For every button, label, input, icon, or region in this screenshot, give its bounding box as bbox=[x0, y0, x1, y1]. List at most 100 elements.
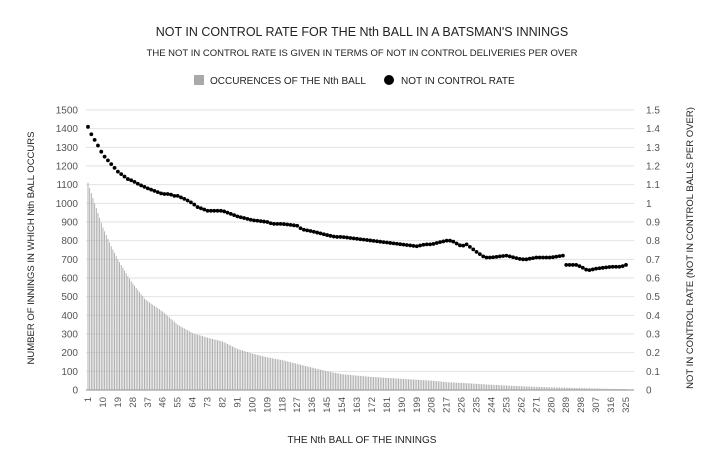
bar bbox=[144, 298, 145, 390]
rate-point bbox=[311, 229, 316, 234]
x-tick-label: 19 bbox=[113, 397, 124, 408]
rate-point bbox=[574, 263, 579, 267]
bar bbox=[261, 356, 263, 390]
bar bbox=[567, 387, 569, 390]
bar bbox=[207, 337, 209, 390]
y2-tick-label: 0.1 bbox=[646, 367, 660, 378]
bar bbox=[223, 342, 225, 390]
bar bbox=[471, 383, 473, 390]
x-tick-label: 208 bbox=[427, 397, 438, 413]
bar bbox=[545, 387, 547, 390]
rate-point bbox=[617, 264, 622, 269]
bar bbox=[459, 382, 461, 390]
bar bbox=[265, 356, 267, 390]
rate-point bbox=[461, 243, 466, 248]
x-tick-label: 127 bbox=[292, 397, 303, 413]
bar bbox=[220, 341, 222, 390]
bar bbox=[295, 363, 297, 390]
rate-point bbox=[361, 237, 366, 242]
y2-tick-label: 1.1 bbox=[646, 180, 660, 191]
rate-point bbox=[159, 191, 163, 196]
rate-point bbox=[109, 162, 114, 167]
y-tick-label: 1100 bbox=[56, 180, 78, 191]
rate-point bbox=[282, 222, 286, 226]
y-axis-label: NUMBER OF INNINGS IN WHICH Nth BALL OCCU… bbox=[26, 132, 37, 365]
bar bbox=[491, 384, 492, 390]
rate-point bbox=[497, 254, 502, 259]
rate-point bbox=[315, 230, 320, 235]
rate-point bbox=[255, 218, 260, 223]
bar bbox=[241, 350, 243, 390]
bar bbox=[492, 384, 494, 390]
bar bbox=[99, 217, 101, 390]
bar bbox=[127, 276, 129, 390]
bar bbox=[554, 387, 556, 390]
bar bbox=[358, 375, 360, 390]
bar bbox=[540, 387, 542, 390]
y2-tick-label: 0.5 bbox=[646, 292, 660, 303]
bar bbox=[129, 278, 130, 390]
rate-point bbox=[365, 238, 369, 242]
rate-point bbox=[487, 255, 492, 260]
bar bbox=[391, 378, 393, 390]
bar bbox=[344, 374, 346, 390]
bar bbox=[452, 382, 454, 390]
rate-point bbox=[564, 263, 569, 267]
bar bbox=[413, 379, 414, 390]
bar bbox=[112, 249, 114, 390]
bar bbox=[205, 337, 207, 390]
bar bbox=[446, 382, 448, 390]
y2-axis-label: NOT IN CONTROL RATE (NOT IN CONTROL BALL… bbox=[685, 107, 696, 389]
y2-tick-label: 1.3 bbox=[646, 143, 660, 154]
bar bbox=[361, 376, 363, 390]
bar bbox=[140, 294, 142, 390]
rate-point bbox=[288, 223, 293, 227]
bar bbox=[155, 307, 157, 390]
rate-point bbox=[262, 219, 266, 224]
bar bbox=[339, 373, 341, 390]
bar bbox=[165, 314, 167, 390]
bar bbox=[519, 386, 521, 390]
rate-point bbox=[464, 242, 469, 247]
y2-tick-label: 0.3 bbox=[646, 330, 660, 341]
bar bbox=[281, 360, 283, 390]
bar bbox=[333, 372, 335, 390]
rate-point bbox=[182, 196, 187, 201]
bar bbox=[107, 238, 109, 390]
bar bbox=[280, 359, 282, 390]
x-tick-label: 316 bbox=[606, 397, 617, 413]
bar bbox=[253, 354, 255, 390]
bar bbox=[150, 303, 152, 390]
legend: OCCURENCES OF THE Nth BALL NOT IN CONTRO… bbox=[194, 75, 515, 87]
y-tick-label: 600 bbox=[61, 274, 78, 285]
rate-point bbox=[189, 200, 193, 205]
bar bbox=[552, 387, 554, 390]
x-tick-label: 1 bbox=[83, 397, 94, 402]
rate-point bbox=[577, 264, 582, 269]
bar bbox=[462, 383, 464, 390]
bar bbox=[124, 270, 125, 390]
bar bbox=[298, 364, 300, 390]
y2-tick-label: 1.2 bbox=[646, 162, 660, 173]
bar bbox=[346, 374, 348, 390]
bar bbox=[182, 327, 184, 390]
rate-point bbox=[155, 190, 160, 195]
bar bbox=[243, 351, 245, 390]
bar bbox=[505, 385, 507, 390]
bar bbox=[467, 383, 469, 390]
y2-tick-label: 0 bbox=[646, 386, 652, 397]
bar bbox=[431, 380, 433, 390]
bar bbox=[163, 313, 165, 390]
bar bbox=[278, 359, 280, 390]
rate-point bbox=[139, 183, 144, 188]
x-tick-label: 82 bbox=[218, 397, 229, 408]
bar bbox=[605, 388, 607, 390]
rate-point bbox=[242, 216, 246, 220]
x-tick-label: 298 bbox=[576, 397, 587, 413]
legend-bar-swatch bbox=[194, 75, 204, 85]
left-axis-ticks: 0 100 200 300 400 500 600 700 800 900 1000 1100 1200… bbox=[56, 106, 79, 397]
bar bbox=[569, 387, 570, 390]
rate-point bbox=[272, 221, 276, 226]
bar bbox=[286, 361, 288, 390]
bar bbox=[233, 347, 235, 390]
